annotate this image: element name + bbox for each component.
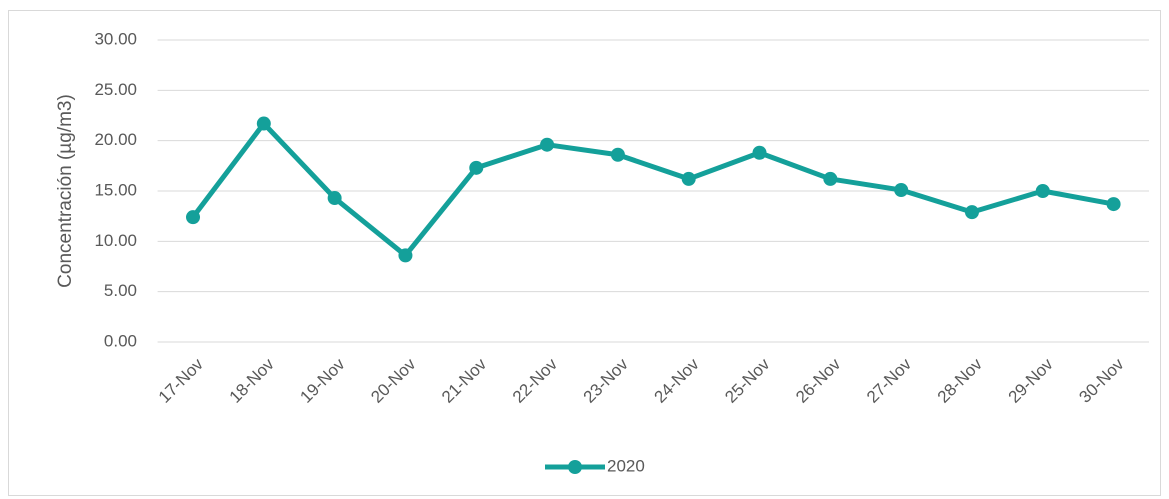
point	[469, 160, 484, 175]
point	[540, 137, 555, 152]
y-tick-label: 0.00	[104, 331, 137, 350]
y-tick-label: 10.00	[94, 231, 137, 250]
point	[894, 182, 909, 197]
point	[327, 191, 342, 206]
y-tick-label: 5.00	[104, 281, 137, 300]
y-tick-label: 30.00	[94, 29, 137, 48]
y-tick-label: 20.00	[94, 130, 137, 149]
point	[1035, 184, 1050, 198]
series-line	[191, 121, 1115, 258]
point	[610, 147, 625, 162]
point	[752, 145, 767, 160]
point	[823, 171, 838, 186]
legend-marker	[568, 460, 582, 474]
y-tick-label: 15.00	[94, 180, 137, 199]
point	[681, 171, 696, 186]
legend-label: 2020	[607, 456, 645, 475]
point	[256, 116, 271, 131]
point	[964, 205, 979, 220]
y-tick-label: 25.00	[94, 80, 137, 99]
point	[186, 210, 201, 225]
chart-border	[8, 10, 1161, 496]
point	[398, 248, 413, 263]
point	[1106, 197, 1121, 212]
y-axis-label: Concentración (µg/m3)	[55, 94, 76, 288]
